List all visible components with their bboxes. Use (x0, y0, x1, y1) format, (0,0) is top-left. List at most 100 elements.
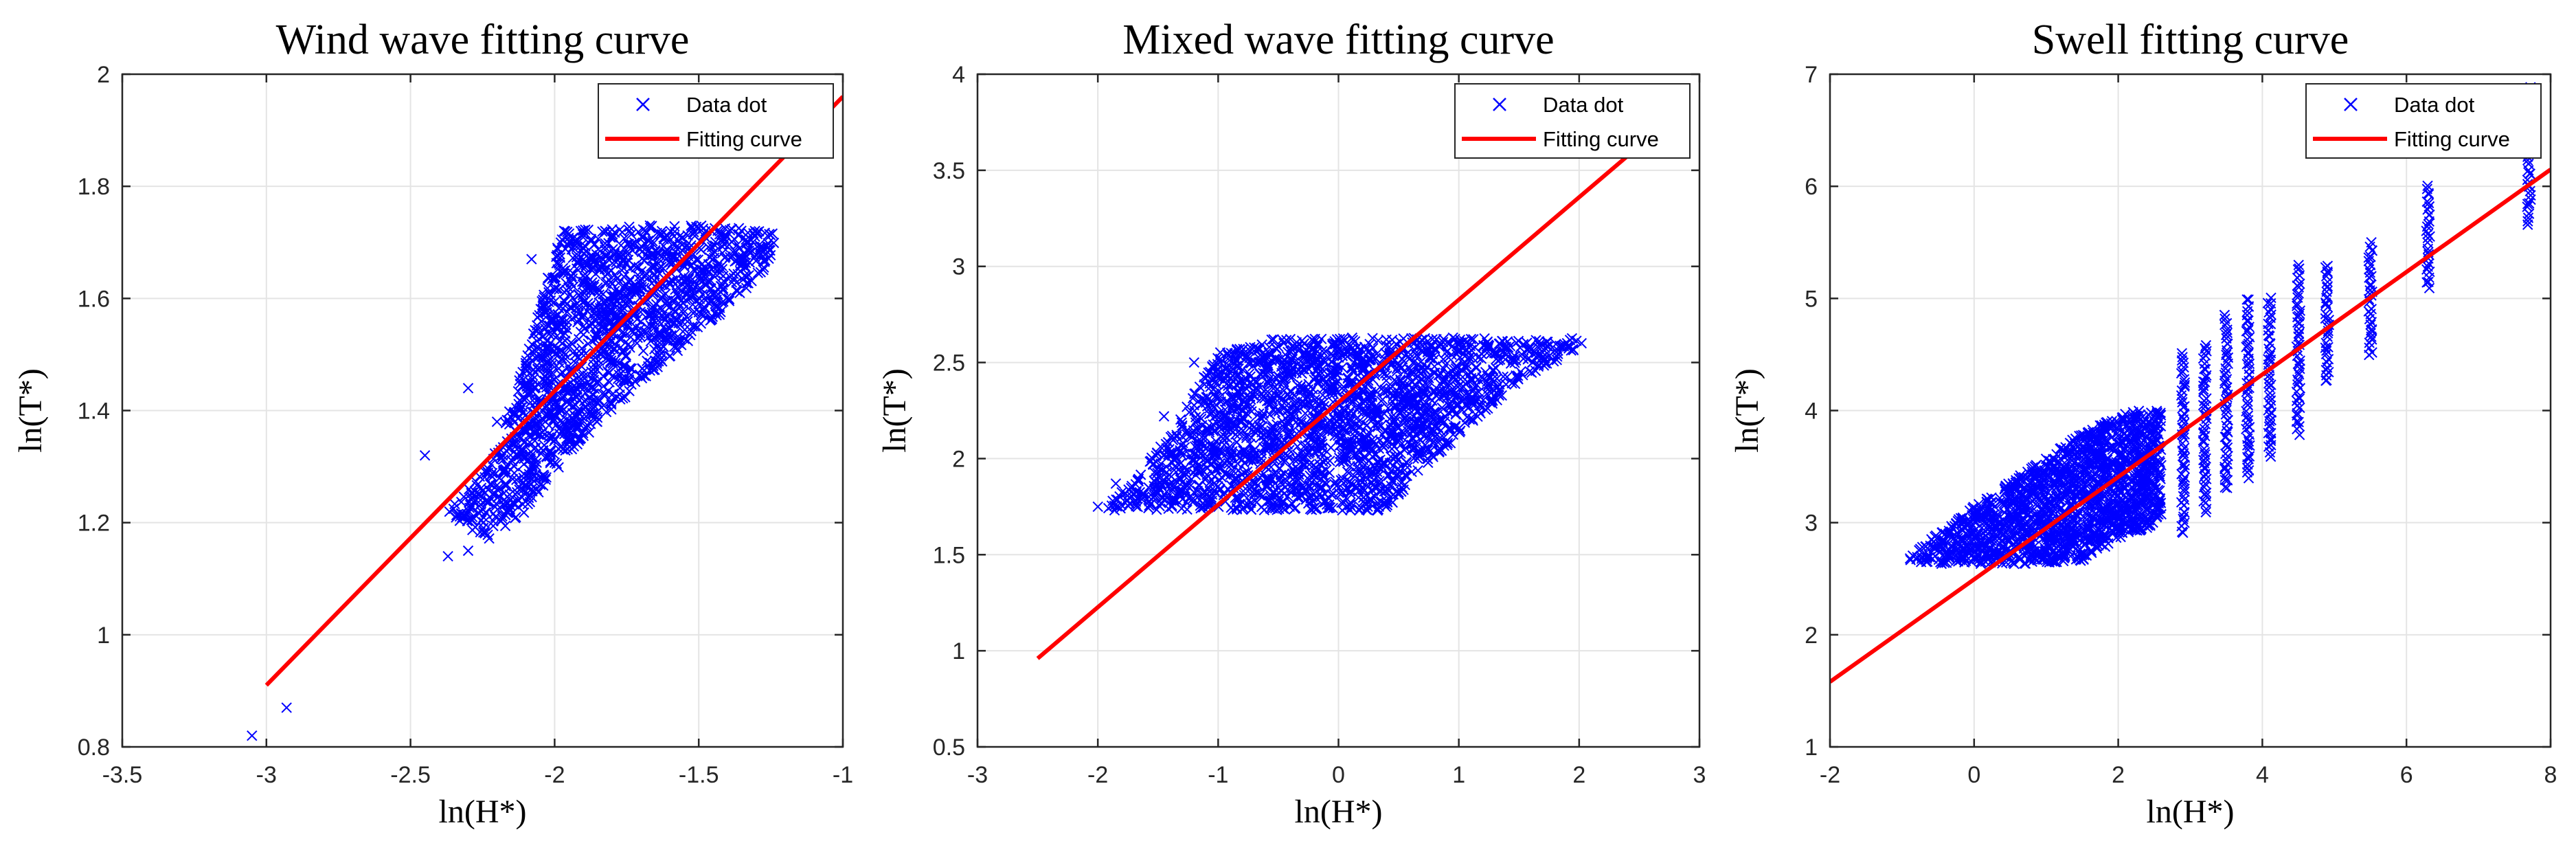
data-dot (1390, 486, 1402, 497)
data-dot (1445, 423, 1456, 434)
data-dot (1231, 504, 1243, 515)
data-dot (591, 412, 603, 423)
data-dot (538, 362, 549, 373)
data-dot (547, 367, 558, 379)
data-dot (532, 364, 543, 375)
data-dot (1353, 505, 1365, 516)
data-dot (605, 396, 616, 407)
data-dot (1302, 491, 1314, 503)
data-dot (491, 416, 503, 427)
data-dot (621, 258, 632, 269)
data-dot (1381, 334, 1392, 346)
data-dot (1485, 372, 1496, 383)
data-dot (685, 329, 696, 341)
data-dot (530, 345, 541, 356)
data-dot (1372, 497, 1383, 508)
data-dot (618, 271, 629, 282)
data-dot (484, 478, 496, 490)
data-dot (598, 321, 609, 332)
data-dot (697, 223, 709, 234)
y-tick-label: 2.5 (933, 350, 965, 377)
data-dot (1530, 335, 1541, 346)
data-dot (465, 493, 477, 505)
data-dot (1250, 376, 1261, 388)
data-dot (1245, 357, 1256, 369)
data-dot (589, 383, 600, 394)
x-axis-label: ln(H*) (439, 794, 527, 830)
data-dot (488, 515, 499, 527)
data-dot (1442, 439, 1453, 451)
data-dot (486, 467, 498, 479)
x-tick-label: 2 (1572, 762, 1585, 788)
data-dot (1366, 391, 1378, 403)
data-dot (547, 328, 558, 340)
data-dot (526, 254, 537, 265)
data-dot (1406, 466, 1417, 478)
data-dot (593, 244, 604, 255)
data-dot (671, 288, 682, 299)
data-dot (1188, 357, 1200, 368)
data-dot (1491, 373, 1502, 384)
data-dot (482, 467, 494, 478)
data-dot (555, 401, 567, 412)
data-dot (1212, 364, 1223, 375)
data-dot (1357, 482, 1368, 493)
data-dot (1282, 449, 1293, 461)
data-dot (1201, 443, 1212, 454)
data-dot (1450, 409, 1461, 421)
data-dot-series (247, 220, 780, 741)
data-dot (462, 383, 474, 394)
data-dot (561, 315, 572, 326)
data-dot (247, 730, 258, 741)
data-dot (1459, 393, 1470, 404)
data-dot (1348, 450, 1359, 461)
data-dot (537, 431, 548, 442)
data-dot (1193, 438, 1204, 449)
data-dot (1180, 486, 1192, 498)
data-dot (754, 239, 765, 251)
data-dot (1308, 502, 1320, 513)
data-dot (1179, 442, 1190, 453)
data-dot (707, 248, 718, 259)
data-dot (1485, 388, 1497, 399)
data-dot (694, 271, 705, 282)
data-dot (697, 266, 708, 277)
data-dot (680, 273, 691, 285)
data-dot (1320, 419, 1331, 430)
data-dot (655, 353, 666, 365)
data-dot (633, 262, 644, 273)
data-dot (1295, 386, 1307, 398)
data-dot (563, 239, 574, 251)
data-dot (1332, 346, 1343, 358)
legend-label-fitting-curve: Fitting curve (686, 127, 802, 151)
data-dot (419, 450, 431, 461)
data-dot (1249, 444, 1260, 456)
data-dot (1135, 469, 1146, 480)
data-dot (1204, 486, 1216, 497)
data-dot (1402, 437, 1413, 448)
data-dot (1461, 412, 1473, 423)
data-dot (1278, 421, 1289, 433)
data-dot (456, 508, 467, 519)
data-dot (720, 251, 732, 262)
data-dot (1304, 447, 1315, 458)
data-dot (1276, 374, 1288, 386)
data-dot (1292, 341, 1303, 352)
data-dot (281, 702, 292, 713)
x-tick-label: 0 (1332, 762, 1345, 788)
x-tick-label: -1 (1208, 762, 1228, 788)
data-dot (1304, 397, 1315, 408)
data-dot (1155, 441, 1166, 452)
data-dot (619, 233, 630, 244)
data-dot (1268, 334, 1279, 345)
data-dot (508, 460, 519, 471)
data-dot (615, 394, 626, 405)
data-dot (1576, 337, 1588, 349)
data-dot (661, 310, 673, 322)
data-dot (1258, 491, 1269, 502)
data-dot (752, 267, 764, 278)
data-dot (585, 284, 596, 296)
data-dot (1405, 368, 1416, 379)
data-dot (1166, 495, 1177, 506)
data-dot (1369, 419, 1380, 431)
